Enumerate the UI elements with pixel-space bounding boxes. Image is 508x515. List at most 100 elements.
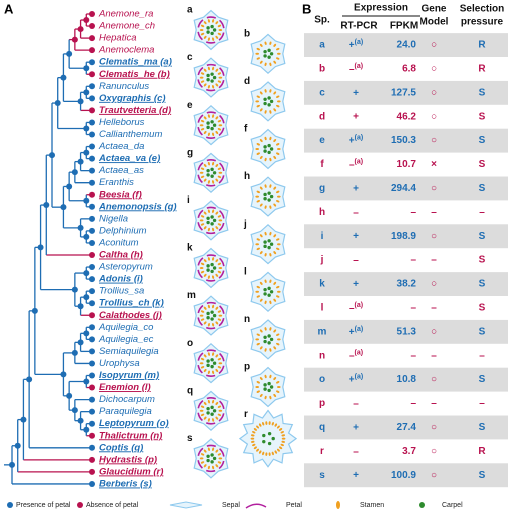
cell-rtpcr: +: [353, 183, 359, 194]
stamen: [273, 186, 277, 190]
carpel: [269, 194, 274, 199]
leaf-dot: [89, 47, 95, 54]
cell-model: –: [431, 255, 437, 266]
stamen: [259, 234, 263, 238]
leaf-dot: [89, 191, 95, 198]
cell-pressure: S: [479, 111, 486, 122]
stamen: [259, 186, 263, 190]
stamen: [203, 21, 207, 25]
petal: [219, 210, 225, 219]
petal: [205, 88, 216, 92]
rtpcr-note: (a): [355, 39, 364, 46]
cell-pressure: S: [479, 374, 486, 385]
stamen: [277, 448, 280, 452]
carpel: [206, 30, 210, 34]
leaf-dot: [89, 300, 95, 307]
floral-diagram: [193, 152, 229, 194]
stamen: [273, 60, 277, 64]
stamen: [218, 171, 223, 174]
cell-fpkm: 294.4: [391, 183, 416, 194]
cell-model: ○: [431, 326, 437, 337]
stamen: [277, 425, 280, 429]
carpel: [263, 145, 267, 149]
stamen: [212, 418, 215, 422]
leaf-dot: [89, 23, 95, 30]
carpel: [267, 286, 271, 291]
node-dot: [83, 89, 90, 96]
cell-pressure: R: [478, 64, 486, 75]
stamen: [207, 84, 210, 89]
carpel: [212, 456, 217, 461]
stamen: [269, 184, 272, 188]
node-dot: [54, 100, 61, 107]
sepal: [250, 366, 286, 408]
stamen: [259, 108, 263, 112]
petal: [218, 32, 225, 41]
stamen: [215, 178, 219, 182]
legend-absence: [77, 502, 83, 508]
leaf-dot: [89, 35, 95, 42]
stamen: [215, 35, 219, 39]
node-dot: [77, 303, 84, 310]
stamen: [256, 95, 260, 98]
stamen: [212, 257, 215, 261]
cell-pressure: R: [478, 446, 486, 457]
cell-sp: n: [319, 350, 325, 361]
stamen: [212, 132, 215, 137]
rtpcr-sign: +: [353, 279, 359, 290]
stamen: [207, 399, 210, 404]
stamen: [200, 413, 205, 417]
node-dot: [83, 233, 90, 240]
stamen: [273, 108, 277, 112]
cell-sp: h: [319, 207, 325, 218]
row-background: [304, 463, 508, 488]
stamen: [207, 370, 210, 375]
stamen: [276, 238, 280, 241]
diagram-letter: b: [244, 28, 250, 39]
carpel: [212, 123, 217, 127]
carpel: [212, 313, 217, 318]
sepal: [250, 176, 286, 217]
cell-pressure: S: [479, 183, 486, 194]
leaf-dot: [89, 179, 95, 186]
petal: [218, 270, 225, 279]
diagram-letter: s: [187, 433, 193, 444]
cell-fpkm: 51.3: [397, 326, 417, 337]
legend-petal: [245, 503, 267, 509]
cell-fpkm: 10.8: [397, 374, 417, 385]
header-gene: Gene: [421, 4, 446, 15]
stamen: [212, 447, 215, 452]
stamen: [215, 449, 219, 453]
petal: [219, 257, 225, 267]
stamen: [207, 114, 210, 118]
stamen: [217, 262, 222, 266]
node-dot: [71, 349, 78, 356]
leaf-dot: [89, 264, 95, 271]
stamen: [264, 374, 267, 379]
sepal: [250, 128, 286, 170]
stamen: [212, 227, 215, 232]
carpel: [206, 264, 210, 268]
node-dot: [83, 65, 90, 72]
petal: [197, 114, 204, 123]
panel-label: A: [4, 1, 14, 16]
stamen: [269, 300, 272, 305]
carpel: [206, 454, 210, 458]
stamen: [259, 346, 263, 350]
stamen: [276, 200, 280, 203]
petal: [205, 279, 216, 282]
leaf-dot: [89, 372, 95, 379]
header-expression: Expression: [354, 3, 408, 14]
taxon-label: Aquilegia_co: [98, 322, 153, 333]
diagram-letter: e: [187, 100, 193, 111]
stamen: [199, 29, 204, 31]
carpel: [210, 174, 214, 178]
leaf-dot: [89, 384, 95, 391]
rtpcr-sign: +: [349, 326, 355, 337]
stamen: [277, 100, 281, 103]
cell-rtpcr: +(a): [349, 326, 363, 338]
petal: [197, 66, 204, 76]
petal: [218, 222, 225, 232]
stamen: [218, 76, 223, 79]
